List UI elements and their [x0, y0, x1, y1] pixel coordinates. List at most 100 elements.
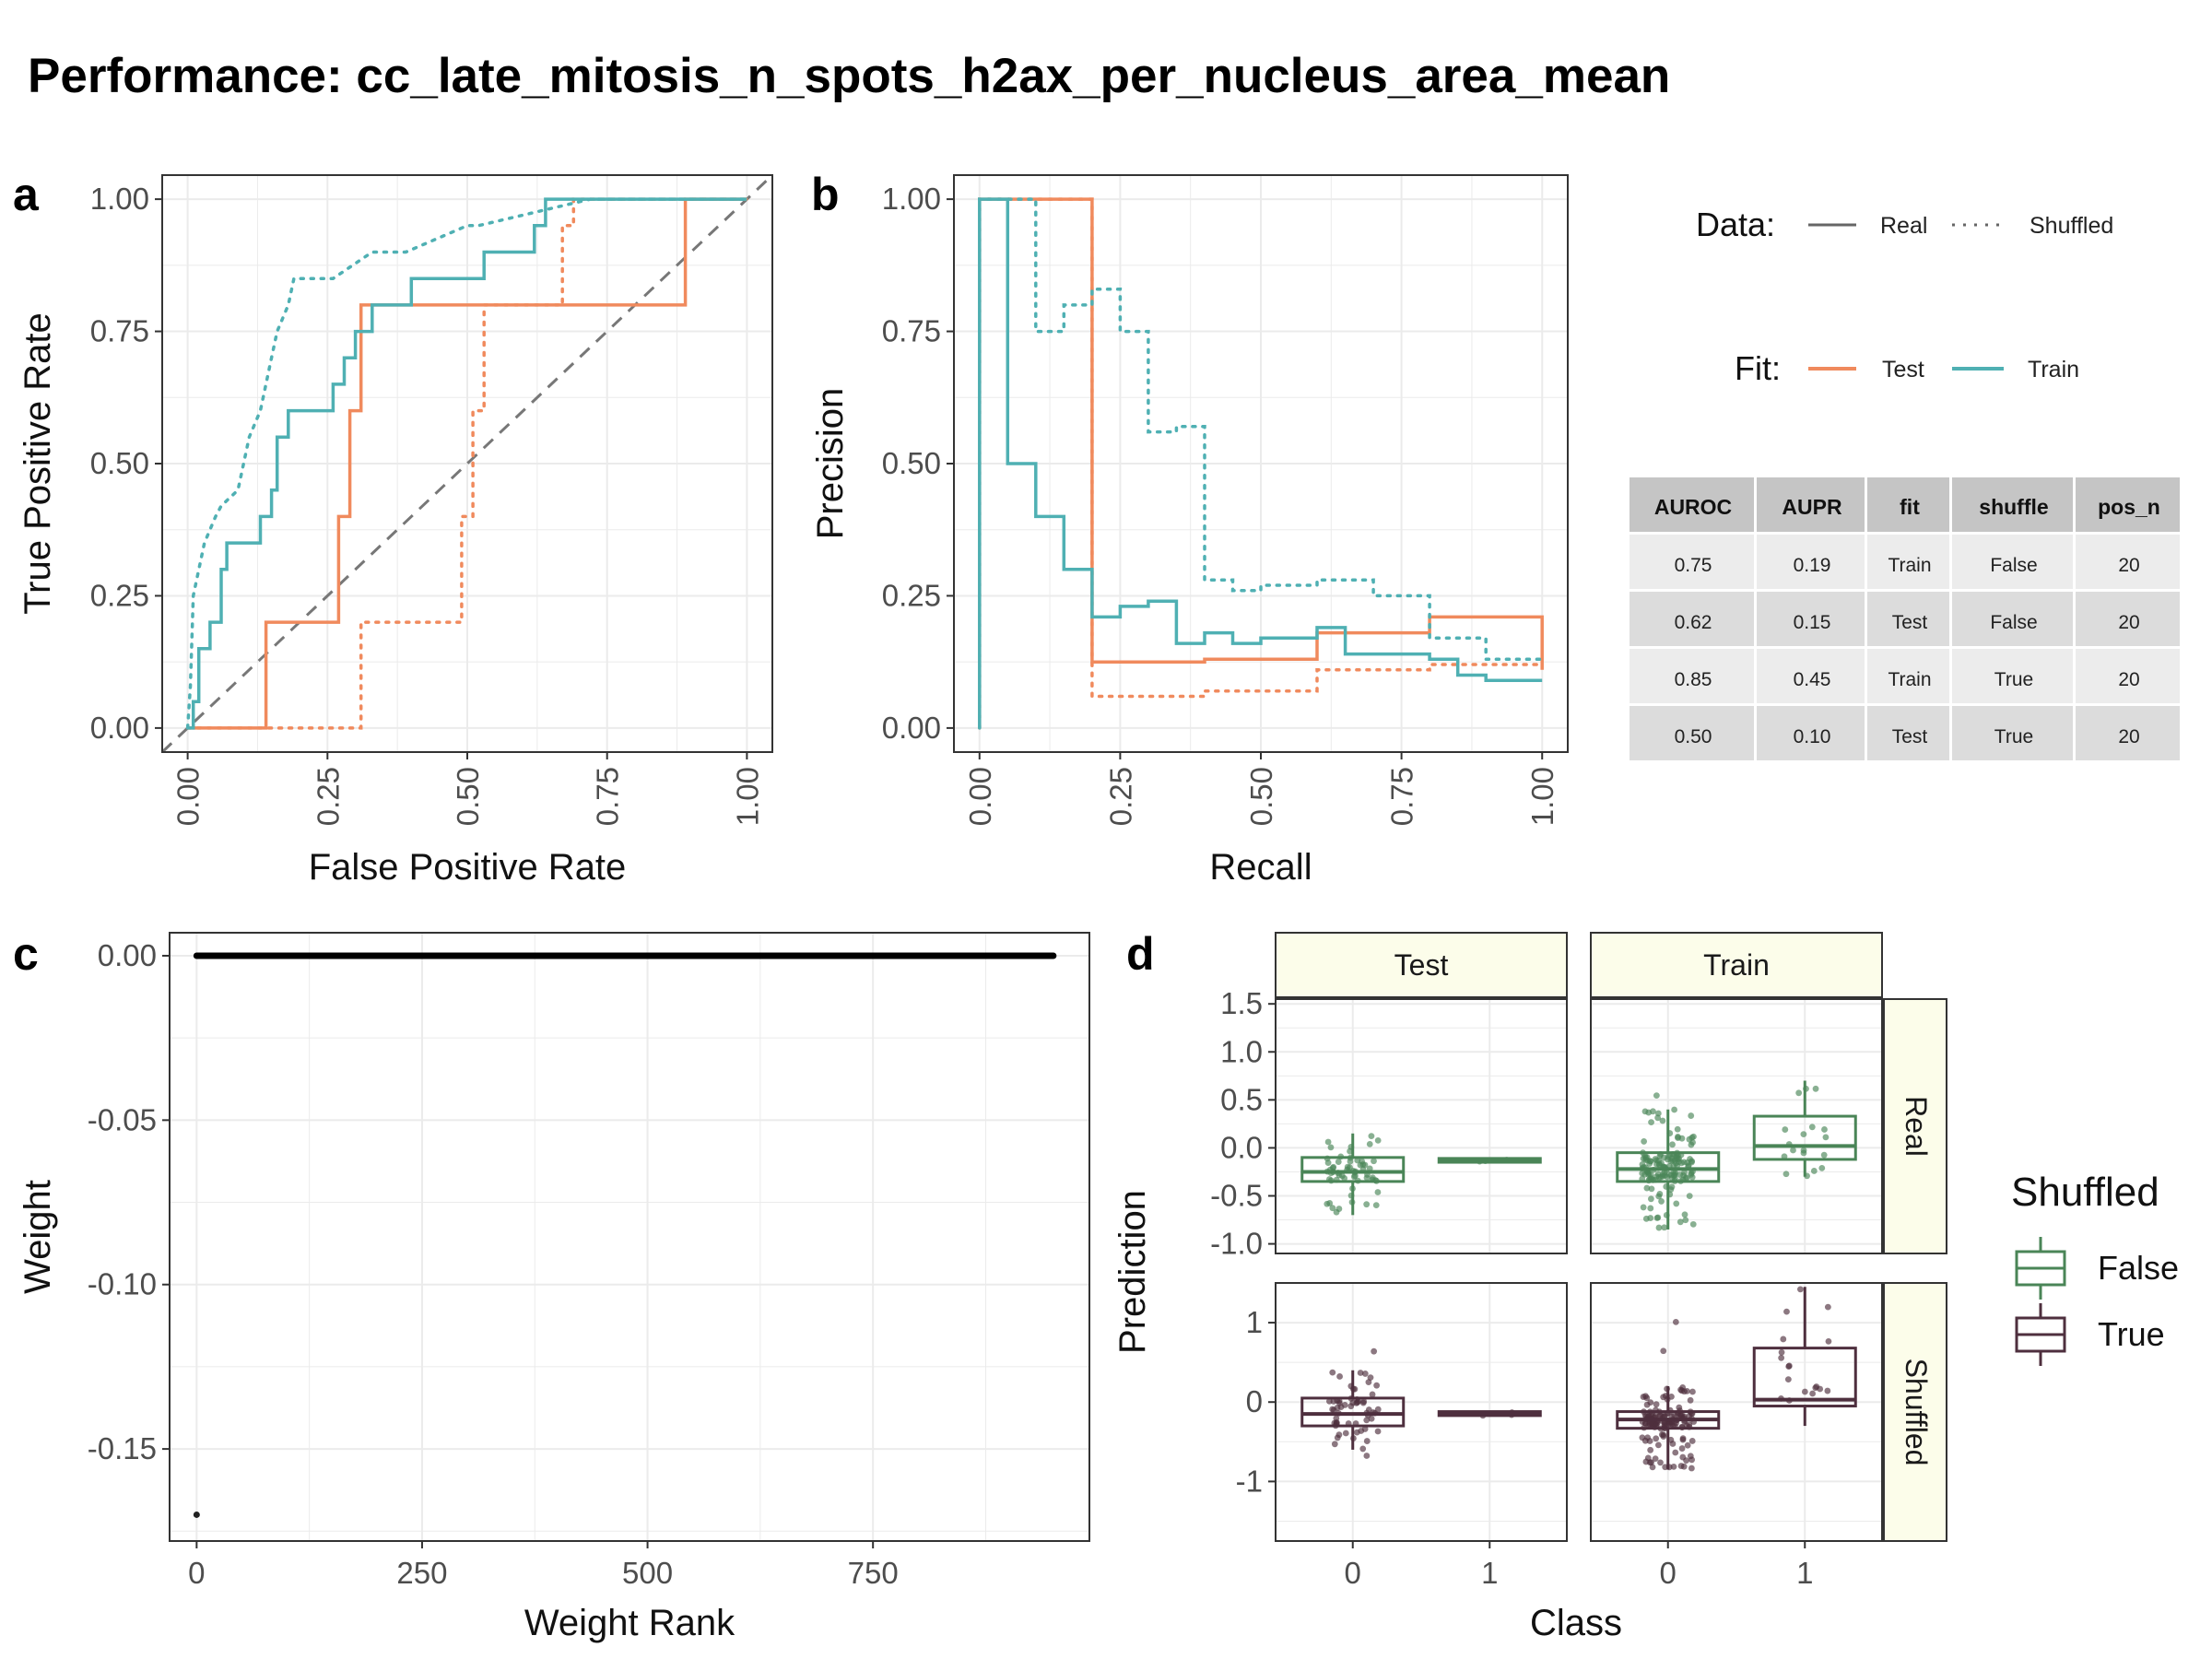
panel-d-jitter-point	[1359, 1399, 1367, 1406]
panel-d-xtick-label: 1	[1481, 1556, 1498, 1590]
panel-c-weights: 0 250 500 750 0.00 -0.05 -0.10 -0.15 Weight Ran…	[18, 932, 1090, 1643]
panel-a-diagonal-line	[160, 173, 774, 754]
panel-d-jitter-point	[1363, 1453, 1371, 1459]
table-cell	[2076, 592, 2180, 646]
panel-d-strip-train	[1590, 932, 1883, 998]
panel-d-jitter-point	[1359, 1158, 1366, 1165]
panel-d-jitter-point	[1647, 1195, 1654, 1203]
table-cell-text: 20	[2118, 669, 2139, 690]
table-header-cell	[1952, 477, 2073, 532]
panel-d-jitter-point	[1359, 1445, 1367, 1453]
panel-d-jitter-point	[1654, 1110, 1662, 1117]
panel-d-jitter-point	[1374, 1189, 1382, 1195]
panel-d-strip-shuffled	[1883, 1282, 1947, 1542]
panel-d-strip-label: Shuffled	[1900, 1359, 1933, 1466]
panel-a-ytick-label: 0.25	[90, 578, 149, 612]
panel-d-jitter-point	[1652, 1413, 1659, 1419]
panel-c-xtick-label: 250	[396, 1556, 447, 1590]
panel-d-jitter-point	[1682, 1217, 1689, 1224]
panel-d-strip-label: Test	[1394, 948, 1449, 982]
panel-d-jitter-point	[1668, 1174, 1676, 1182]
panel-d-ytick-label: 0	[1246, 1384, 1263, 1418]
panel-d-jitter-point	[1335, 1159, 1342, 1165]
panel-d-jitter-point	[1374, 1428, 1382, 1435]
panel-b-frame	[953, 174, 1569, 753]
table-header-cell	[2076, 477, 2180, 532]
panel-d-jitter-point	[1646, 1160, 1653, 1167]
panel-d-jitter-point	[1342, 1430, 1349, 1437]
panel-d-jitter-point	[1333, 1419, 1340, 1427]
legend-shuffled: Shuffled False True	[2011, 1170, 2179, 1366]
table-cell	[1952, 649, 2073, 703]
legend-true-key	[2015, 1303, 2066, 1366]
panel-d-jitter-point	[1684, 1441, 1691, 1449]
panel-d-ytick-label: 0.5	[1220, 1082, 1263, 1116]
panel-d-jitter-point	[1330, 1406, 1337, 1414]
panel-d-jitter-point	[1324, 1138, 1332, 1146]
metrics-table: AUROC AUPR fit shuffle pos_n 0.75 0.19 Train Fal…	[1630, 477, 2180, 760]
legend-false-key	[2015, 1237, 2066, 1300]
panel-label-c: c	[13, 928, 39, 980]
panel-d-jitter-point	[1677, 1218, 1684, 1226]
panel-d-jitter-point	[1642, 1458, 1650, 1465]
panel-b-xtick-label: 0.75	[1385, 767, 1419, 826]
panel-d-jitter-point	[1673, 1154, 1680, 1161]
panel-d-jitter-point	[1671, 1106, 1678, 1113]
panel-d-jitter-point	[1327, 1144, 1335, 1151]
panel-d-jitter-point	[1782, 1126, 1789, 1133]
panel-c-xtick-label: 750	[848, 1556, 899, 1590]
panel-d-jitter-point	[1687, 1453, 1694, 1460]
panel-d-ytick-label: 1.5	[1220, 986, 1263, 1020]
panel-d-jitter-point	[1647, 1446, 1654, 1453]
table-cell-text: 0.62	[1675, 612, 1712, 633]
table-cell-text: False	[1990, 612, 2037, 633]
panel-d-facet-frame	[1590, 998, 1883, 1254]
panel-d-jitter-point	[1354, 1399, 1361, 1406]
panel-a-line-test-real	[187, 197, 747, 730]
panel-d-jitter-point	[1668, 1183, 1676, 1191]
panel-d-jitter-point	[1645, 1109, 1653, 1116]
panel-d-jitter-point	[1689, 1139, 1696, 1146]
panel-d-jitter-point	[1648, 1185, 1655, 1193]
panel-d-jitter-point	[1367, 1374, 1374, 1382]
panel-d-jitter-point	[1645, 1170, 1653, 1177]
panel-a-xtick-label: 0.00	[171, 767, 206, 826]
panel-a-ytick-label: 1.00	[90, 182, 149, 216]
table-header-shuffle: shuffle	[1979, 495, 2048, 519]
panel-d-jitter-point	[1824, 1303, 1831, 1311]
panel-d-jitter-point	[1686, 1193, 1693, 1200]
panel-b-ticks: 0.00 0.00 0.25 0.25 0.50 0.50 0.75 0.75 1.00 1.00	[882, 182, 1559, 826]
panel-d-jitter-point	[1688, 1465, 1695, 1472]
panel-d-jitter-point	[1797, 1286, 1804, 1293]
panel-d-jitter-point	[1642, 1393, 1649, 1400]
panel-d-ytick-label: -1	[1236, 1464, 1263, 1498]
panel-d-jitter-point	[1331, 1441, 1338, 1448]
table-cell	[1867, 649, 1949, 703]
panel-d-jitter-point	[1366, 1140, 1373, 1147]
panel-d-jitter-point	[1652, 1455, 1659, 1463]
table-cell	[1867, 706, 1949, 760]
panel-d-jitter-point	[1371, 1347, 1378, 1355]
panel-c-ytick-label: 0.00	[98, 938, 157, 972]
panel-d-jitter-point	[1644, 1434, 1652, 1441]
panel-d-jitter-point	[1809, 1390, 1817, 1397]
panel-d-jitter-point	[1679, 1436, 1687, 1443]
panel-d-jitter-point	[1649, 1464, 1656, 1471]
panel-d-jitter-point	[1672, 1170, 1679, 1177]
panel-d-strip-label: Real	[1900, 1096, 1933, 1157]
panel-a-ytick-label: 0.00	[90, 711, 149, 745]
table-cell	[2076, 706, 2180, 760]
panel-b-xtick-label: 1.00	[1525, 767, 1559, 826]
table-cell	[2076, 649, 2180, 703]
panel-d-jitter-point	[1825, 1337, 1832, 1345]
table-cell-text: Test	[1892, 612, 1928, 633]
panel-d-jitter-point	[1672, 1449, 1679, 1456]
panel-label-d: d	[1126, 928, 1155, 980]
panel-b-ytick-label: 0.00	[882, 711, 941, 745]
panel-d-jitter-point	[1648, 1119, 1654, 1126]
legend-false-label: False	[2098, 1249, 2179, 1287]
panel-a-line-train-real	[187, 197, 747, 730]
panel-d-jitter-point	[1820, 1151, 1828, 1159]
panel-d-jitter-point	[1372, 1202, 1380, 1209]
